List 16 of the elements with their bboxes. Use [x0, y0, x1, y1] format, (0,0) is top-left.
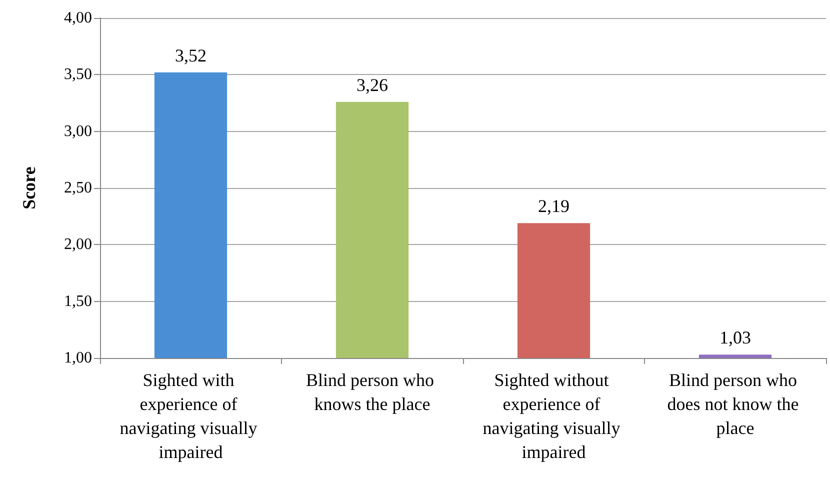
x-tick-label: Sighted with experience of navigating visually impaired — [120, 370, 262, 462]
y-tick-label: 2,00 — [64, 236, 92, 254]
data-label: 3,52 — [175, 45, 206, 66]
y-tick-label: 3,00 — [64, 122, 92, 140]
data-label: 1,03 — [720, 328, 751, 348]
data-label: 2,19 — [538, 196, 570, 216]
y-tick-label: 1,50 — [64, 292, 92, 310]
y-tick-label: 4,00 — [64, 10, 92, 26]
x-tick-label: Blind person who knows the place — [306, 370, 438, 414]
x-tick-label: Blind person who does not know the place — [667, 370, 804, 438]
x-tick-label: Sighted without experience of navigating visually impaired — [482, 370, 625, 462]
y-tick-label: 3,50 — [64, 66, 92, 84]
y-tick-label: 1,00 — [64, 350, 92, 366]
y-tick-label: 2,50 — [64, 180, 92, 196]
data-label: 3,26 — [356, 74, 388, 95]
y-axis-title: Score — [19, 166, 39, 210]
